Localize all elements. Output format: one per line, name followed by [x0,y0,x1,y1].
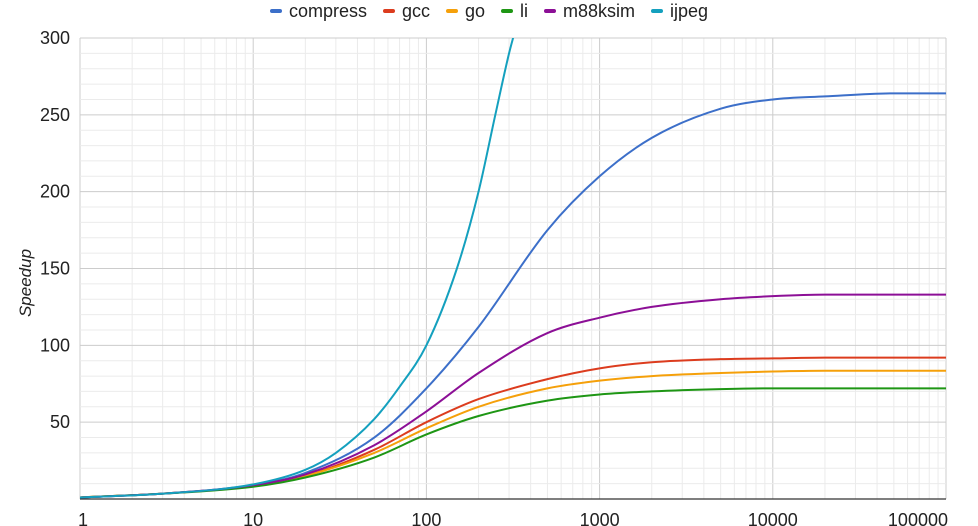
series-line-go [80,369,946,499]
x-tick-label: 1000 [580,510,620,526]
legend-swatch [501,9,514,13]
legend-item-li: li [501,1,528,22]
y-tick-label: 100 [40,335,70,355]
legend-label: li [520,0,529,21]
series-line-li [80,387,946,499]
y-tick-label: 200 [40,182,70,202]
series-line-ijpeg [80,38,515,499]
legend-swatch [651,9,664,13]
legend-label: compress [288,0,367,21]
y-tick-label: 250 [40,105,70,125]
legend-item-m88ksim: m88ksim [544,1,635,22]
legend-swatch [382,9,395,13]
legend-swatch [269,9,282,13]
x-tick-label: 10000 [748,510,798,526]
legend-label: go [464,0,486,21]
x-tick-label: 100 [411,510,441,526]
x-tick-label: 10 [243,510,263,526]
chart-axes: 1 10 100 1000 10000 100000 50 100 150 200 250 300 [40,28,948,526]
y-tick-label: 300 [40,28,70,48]
chart-legend: compress gcc go li m88ksim ijpeg [0,0,978,22]
x-tick-label: 1 [78,510,88,526]
legend-label: m88ksim [563,0,636,21]
chart-series-lines [80,38,946,499]
series-line-gcc [80,356,946,499]
legend-item-ijpeg: ijpeg [651,1,708,22]
y-tick-label: 150 [40,259,70,279]
legend-label: ijpeg [670,0,709,21]
legend-item-gcc: gcc [382,0,430,22]
legend-swatch [445,9,458,13]
x-tick-label: 100000 [888,510,948,526]
legend-item-go: go [445,0,486,22]
legend-item-compress: compress [269,0,367,22]
legend-label: gcc [401,0,430,21]
legend-swatch [544,9,557,13]
y-tick-label: 50 [50,412,70,432]
chart-grid [79,37,947,499]
